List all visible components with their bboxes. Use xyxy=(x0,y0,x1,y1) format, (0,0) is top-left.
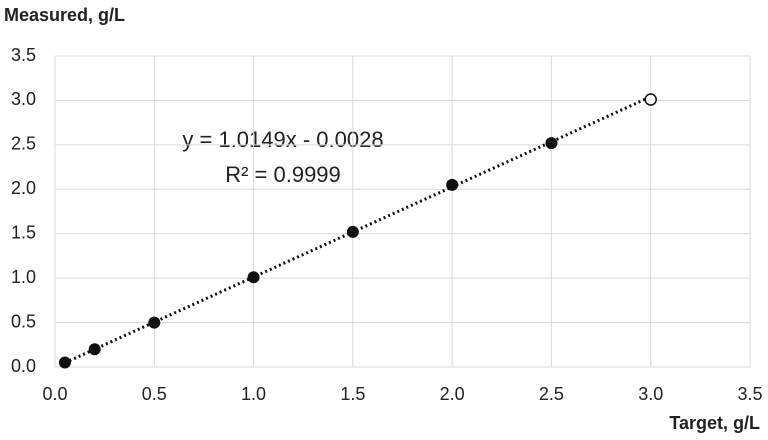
data-point xyxy=(346,225,359,238)
y-tick-label: 2.5 xyxy=(11,134,36,154)
y-tick-label: 3.5 xyxy=(11,45,36,65)
data-point xyxy=(88,343,101,356)
x-tick-label: 2.0 xyxy=(440,384,465,404)
data-point xyxy=(247,271,260,284)
x-tick-label: 3.5 xyxy=(737,384,762,404)
y-tick-label: 0.5 xyxy=(11,311,36,331)
y-tick-label: 3.0 xyxy=(11,89,36,109)
y-tick-label: 1.5 xyxy=(11,222,36,242)
y-tick-label: 1.0 xyxy=(11,267,36,287)
data-point xyxy=(148,316,161,329)
trendline-r-squared: R² = 0.9999 xyxy=(225,162,341,187)
x-tick-label: 3.0 xyxy=(638,384,663,404)
x-axis-title: Target, g/L xyxy=(669,413,760,433)
x-tick-label: 0.5 xyxy=(142,384,167,404)
y-tick-label: 0.0 xyxy=(11,356,36,376)
y-axis-title: Measured, g/L xyxy=(4,5,125,25)
x-tick-label: 0.0 xyxy=(42,384,67,404)
data-point xyxy=(545,137,558,150)
x-tick-label: 2.5 xyxy=(539,384,564,404)
x-tick-label: 1.0 xyxy=(241,384,266,404)
data-point xyxy=(58,356,71,369)
y-tick-label: 2.0 xyxy=(11,178,36,198)
x-tick-label: 1.5 xyxy=(340,384,365,404)
trendline-equation: y = 1.0149x - 0.0028 xyxy=(182,127,383,152)
data-point xyxy=(644,93,657,106)
data-point xyxy=(446,178,459,191)
